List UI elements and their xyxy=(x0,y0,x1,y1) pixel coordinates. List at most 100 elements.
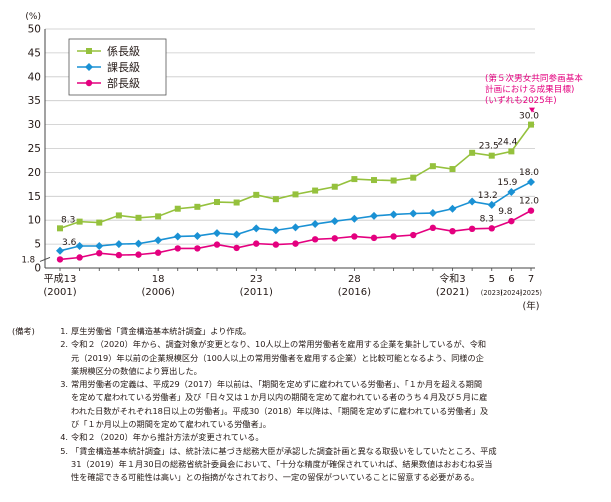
note-line: 31（2019）年１月30日の総務省統計委員会において、「十分な精度が確保されて… xyxy=(71,458,493,469)
note-number: 1. xyxy=(60,326,68,336)
legend-label: 課長級 xyxy=(107,60,140,74)
marker-diamond xyxy=(409,209,418,218)
y-tick-label: 30 xyxy=(28,119,41,131)
marker-circle xyxy=(429,224,437,232)
annotation-line: 計画における成果目標) xyxy=(485,83,574,95)
marker-diamond xyxy=(330,217,339,226)
legend-label: 部長級 xyxy=(107,76,140,90)
marker-square xyxy=(449,166,456,173)
marker-circle xyxy=(331,235,338,242)
x-unit-label: (年) xyxy=(523,300,540,312)
note-header xyxy=(12,338,54,378)
marker-diamond xyxy=(487,200,496,209)
x-tick-era: 5 xyxy=(489,274,495,285)
marker-diamond xyxy=(527,177,535,186)
marker-circle xyxy=(154,249,162,256)
marker-diamond xyxy=(350,214,359,223)
note-item: 3. 常用労働者の定義は、平成29（2017）年以前は、「期間を定めずに雇われてい… xyxy=(12,378,604,431)
marker-square xyxy=(410,174,417,181)
marker-circle xyxy=(194,245,201,252)
x-tick-era: 28 xyxy=(348,274,361,285)
data-label: 9.8 xyxy=(498,207,513,217)
note-text: 令和２（2020）年から、調査対象が変更となり、10人以上の常用労働者を雇用する… xyxy=(71,338,604,378)
data-label: 15.9 xyxy=(497,178,517,188)
x-tick-era: 18 xyxy=(152,274,165,285)
marker-square xyxy=(253,191,260,198)
x-tick-western: (2023) xyxy=(481,289,503,297)
marker-diamond xyxy=(311,220,320,229)
marker-square xyxy=(508,148,515,155)
note-line: われた日数がそれぞれ18日以上の労働者」。平成30（2018）年以降は、「期間を… xyxy=(71,405,489,416)
series-line-circle xyxy=(59,209,532,261)
data-label: 23.5 xyxy=(479,142,499,152)
y-tick-label: 35 xyxy=(28,95,41,107)
marker-square xyxy=(57,225,63,232)
marker-diamond xyxy=(370,211,378,220)
marker-square xyxy=(155,213,162,220)
marker-circle xyxy=(272,241,280,248)
series-line-square xyxy=(59,124,532,230)
note-number: 4. xyxy=(60,432,68,443)
marker-diamond xyxy=(428,209,437,218)
note-line: び「１か月以上の期間を定めて雇われている労働者」。 xyxy=(71,419,271,430)
marker-diamond xyxy=(193,231,202,240)
marker-diamond xyxy=(56,246,64,255)
x-tick-western: (2025) xyxy=(520,289,542,297)
marker-circle xyxy=(508,217,515,225)
marker-diamond xyxy=(271,226,280,235)
data-labels: 8.3 23.524.4 30.0 3.6 13.2 15.918.0 8.3 9.8 12.0 xyxy=(61,112,539,248)
note-text: 常用労働者の定義は、平成29（2017）年以前は、「期間を定めずに雇われている労… xyxy=(71,378,604,431)
y-tick-label: 20 xyxy=(28,167,41,179)
marker-square xyxy=(351,176,358,183)
note-line: を定めて雇われている労働者」及び「日々又は１か月以内の期間を定めて雇われている者… xyxy=(71,392,488,403)
marker-diamond xyxy=(173,232,182,241)
marker-diamond xyxy=(213,229,221,238)
note-header xyxy=(12,431,54,444)
x-tick-labels: 平成13 (2001) 18 (2006) 23 (2011) 28 (2016) 令和3 (20… xyxy=(43,272,542,312)
note-line: 業規模区分の数値により算出した。 xyxy=(71,365,202,376)
legend-marker-circle xyxy=(85,79,93,87)
note-text: 厚生労働省「賃金構造基本統計調査」より作成。 xyxy=(71,325,604,338)
marker-circle xyxy=(527,207,535,214)
note-item: 5. 「賃金構造基本統計調査」は、統計法に基づき総務大臣が承認した調査計画と異なる… xyxy=(12,445,604,485)
y-tick-label: 5 xyxy=(34,239,41,251)
note-line: 「賃金構造基本統計調査」は、統計法に基づき総務大臣が承認した調査計画と異なる取扱… xyxy=(71,445,497,456)
y-break-label: 1.8 xyxy=(21,255,35,265)
marker-circle xyxy=(253,240,260,247)
y-tick-label: 40 xyxy=(28,71,41,83)
y-tick-label: 50 xyxy=(28,24,41,36)
marker-square xyxy=(528,121,534,128)
data-label: 3.6 xyxy=(62,238,77,248)
marker-square xyxy=(272,196,279,203)
annotation-arrowhead xyxy=(529,107,535,113)
x-tick-era: 平成13 xyxy=(44,273,77,285)
note-line: 常用労働者の定義は、平成29（2017）年以前は、「期間を定めずに雇われている労… xyxy=(71,379,483,390)
y-tick-label: 45 xyxy=(28,47,41,59)
marker-diamond xyxy=(252,224,261,233)
note-item: 4. 令和２（2020）年から推計方法が変更されている。 xyxy=(12,431,604,444)
x-tick-western: (2021) xyxy=(436,287,469,298)
marker-circle xyxy=(370,234,378,242)
marker-diamond xyxy=(389,210,398,219)
marker-square xyxy=(96,219,103,226)
x-tick-era: 令和3 xyxy=(439,272,465,285)
note-number: 2. xyxy=(60,339,68,350)
note-line: 厚生労働省「賃金構造基本統計調査」より作成。 xyxy=(71,326,251,336)
y-gridlines xyxy=(45,28,535,245)
note-text: 令和２（2020）年から推計方法が変更されている。 xyxy=(71,431,604,444)
note-text: 「賃金構造基本統計調査」は、統計法に基づき総務大臣が承認した調査計画と異なる取扱… xyxy=(71,445,604,485)
marker-square xyxy=(390,177,397,184)
marker-circle xyxy=(76,254,83,261)
marker-circle xyxy=(488,225,495,232)
marker-square xyxy=(115,212,122,219)
marker-circle xyxy=(213,241,221,248)
marker-circle xyxy=(96,249,103,257)
axis-break-mark xyxy=(39,256,51,262)
x-tick-era: 23 xyxy=(250,274,263,285)
marker-diamond xyxy=(507,187,516,196)
note-number: 5. xyxy=(60,445,68,456)
marker-diamond xyxy=(232,230,241,239)
axes xyxy=(39,29,535,271)
